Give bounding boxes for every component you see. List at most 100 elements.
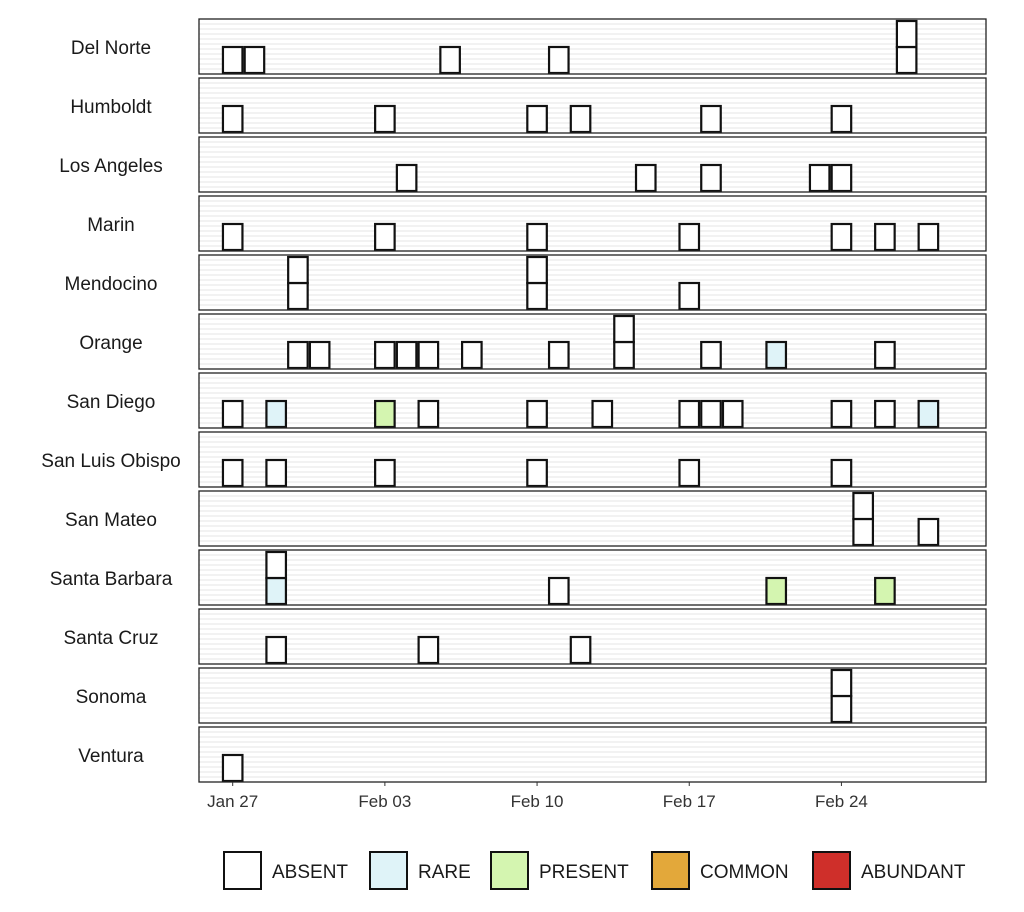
observation-tile bbox=[765, 576, 788, 606]
county-label: Mendocino bbox=[65, 274, 158, 295]
county-panel bbox=[198, 549, 987, 606]
observation-tile bbox=[917, 399, 940, 429]
observation-tile bbox=[417, 340, 440, 370]
panel-background bbox=[199, 19, 986, 74]
observation-tile bbox=[830, 694, 853, 724]
observation-tile bbox=[830, 668, 853, 698]
county-panel bbox=[198, 667, 987, 724]
legend-swatch bbox=[651, 851, 690, 890]
observation-tile bbox=[917, 517, 940, 547]
observation-tile bbox=[613, 314, 635, 344]
observation-tile bbox=[395, 340, 418, 370]
observation-tile bbox=[265, 458, 288, 488]
legend-swatch bbox=[369, 851, 408, 890]
observation-tile bbox=[895, 45, 918, 75]
observation-tile bbox=[721, 399, 744, 429]
observation-tile bbox=[439, 45, 461, 75]
panel-background bbox=[199, 137, 986, 192]
panel-border bbox=[198, 136, 987, 193]
county-label: Del Norte bbox=[71, 38, 151, 59]
observation-tile bbox=[700, 104, 722, 134]
x-tick-label: Jan 27 bbox=[207, 792, 258, 811]
legend-label: RARE bbox=[418, 862, 471, 883]
observation-tile bbox=[678, 222, 701, 252]
observation-tile bbox=[374, 458, 396, 488]
observation-tile bbox=[221, 45, 244, 75]
observation-tile bbox=[830, 104, 853, 134]
observation-tile bbox=[917, 222, 940, 252]
county-label: Los Angeles bbox=[59, 156, 163, 177]
observation-tile bbox=[895, 19, 918, 49]
observation-tile bbox=[830, 163, 853, 193]
panel-border bbox=[198, 18, 987, 75]
panel-border bbox=[198, 608, 987, 665]
legend-label: COMMON bbox=[700, 862, 789, 883]
observation-tile bbox=[221, 399, 244, 429]
observation-tile bbox=[417, 399, 440, 429]
observation-tile bbox=[700, 163, 722, 193]
observation-tile bbox=[569, 104, 592, 134]
observation-tile bbox=[569, 635, 592, 665]
observation-tile bbox=[221, 458, 244, 488]
county-label: San Mateo bbox=[65, 510, 157, 531]
panel-border bbox=[198, 431, 987, 488]
observation-tile bbox=[634, 163, 657, 193]
observation-tile bbox=[547, 340, 570, 370]
observation-tile bbox=[830, 399, 853, 429]
county-label: Santa Barbara bbox=[50, 569, 173, 590]
observation-tile bbox=[395, 163, 418, 193]
county-panel bbox=[198, 77, 987, 134]
observation-tile bbox=[265, 576, 288, 606]
observation-tile bbox=[526, 255, 548, 285]
county-panel bbox=[198, 18, 987, 75]
panel-border bbox=[198, 490, 987, 547]
observation-tile bbox=[221, 753, 244, 783]
observation-tile bbox=[547, 45, 570, 75]
panel-background bbox=[199, 727, 986, 782]
x-tick-label: Feb 10 bbox=[511, 792, 564, 811]
county-panel bbox=[198, 490, 987, 547]
observation-tile bbox=[243, 45, 266, 75]
observation-tile bbox=[308, 340, 331, 370]
observation-tile bbox=[700, 340, 722, 370]
observation-tile bbox=[613, 340, 635, 370]
county-label: Sonoma bbox=[76, 687, 147, 708]
county-panel bbox=[198, 372, 987, 429]
observation-tile bbox=[526, 281, 548, 311]
county-panel bbox=[198, 608, 987, 665]
observation-tile bbox=[547, 576, 570, 606]
county-label: Ventura bbox=[78, 746, 144, 767]
observation-tile bbox=[678, 281, 701, 311]
county-label: Humboldt bbox=[70, 97, 152, 118]
observation-tile bbox=[374, 399, 396, 429]
legend-label: ABSENT bbox=[272, 862, 348, 883]
observation-tile bbox=[221, 222, 244, 252]
observation-tile bbox=[526, 399, 548, 429]
panel-background bbox=[199, 196, 986, 251]
legend-swatch bbox=[490, 851, 529, 890]
observation-tile bbox=[265, 399, 288, 429]
observation-tile bbox=[526, 458, 548, 488]
panel-background bbox=[199, 609, 986, 664]
panel-background bbox=[199, 255, 986, 310]
observation-tile bbox=[526, 222, 548, 252]
observation-tile bbox=[417, 635, 440, 665]
panel-border bbox=[198, 549, 987, 606]
observation-tile bbox=[830, 222, 853, 252]
observation-tile bbox=[374, 222, 396, 252]
county-panel bbox=[198, 254, 987, 311]
county-panel bbox=[198, 431, 987, 488]
county-label: Marin bbox=[87, 215, 135, 236]
panel-background bbox=[199, 78, 986, 133]
observation-tile bbox=[874, 399, 896, 429]
observation-tile bbox=[700, 399, 722, 429]
legend-label: PRESENT bbox=[539, 862, 629, 883]
observation-tile bbox=[374, 340, 396, 370]
panel-border bbox=[198, 77, 987, 134]
county-panel bbox=[198, 136, 987, 193]
panel-border bbox=[198, 372, 987, 429]
observation-tile bbox=[678, 458, 701, 488]
county-label: Orange bbox=[79, 333, 142, 354]
observation-tile bbox=[287, 255, 309, 285]
